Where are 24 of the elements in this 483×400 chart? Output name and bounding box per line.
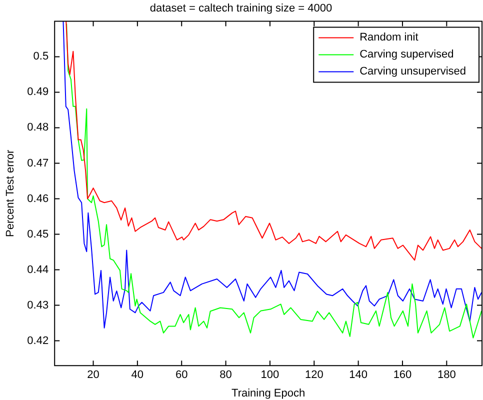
chart-title: dataset = caltech training size = 4000	[150, 2, 332, 15]
y-tick-label: 0.42	[27, 334, 49, 347]
y-axis-title: Percent Test error	[4, 149, 17, 238]
x-tick-label: 120	[304, 369, 324, 382]
x-tick-label: 180	[437, 369, 456, 382]
y-tick-label: 0.43	[27, 299, 49, 312]
x-tick-label: 160	[393, 369, 412, 382]
x-tick-label: 40	[131, 369, 144, 382]
y-tick-label: 0.47	[27, 157, 49, 170]
legend-label: Random init	[360, 32, 418, 44]
x-axis-title: Training Epoch	[232, 387, 306, 400]
x-tick-label: 100	[260, 369, 280, 382]
y-tick-label: 0.49	[27, 86, 49, 98]
x-tick-label: 20	[87, 369, 100, 382]
legend-label: Carving unsupervised	[360, 66, 466, 78]
x-tick-label: 140	[349, 369, 368, 382]
y-tick-label: 0.48	[27, 122, 49, 134]
y-tick-label: 0.46	[27, 192, 49, 205]
x-tick-label: 60	[175, 369, 188, 382]
y-tick-label: 0.44	[27, 264, 49, 276]
y-tick-label: 0.45	[27, 228, 49, 240]
x-tick-label: 80	[220, 369, 232, 382]
legend-label: Carving supervised	[360, 48, 454, 61]
y-tick-label: 0.5	[33, 50, 49, 63]
